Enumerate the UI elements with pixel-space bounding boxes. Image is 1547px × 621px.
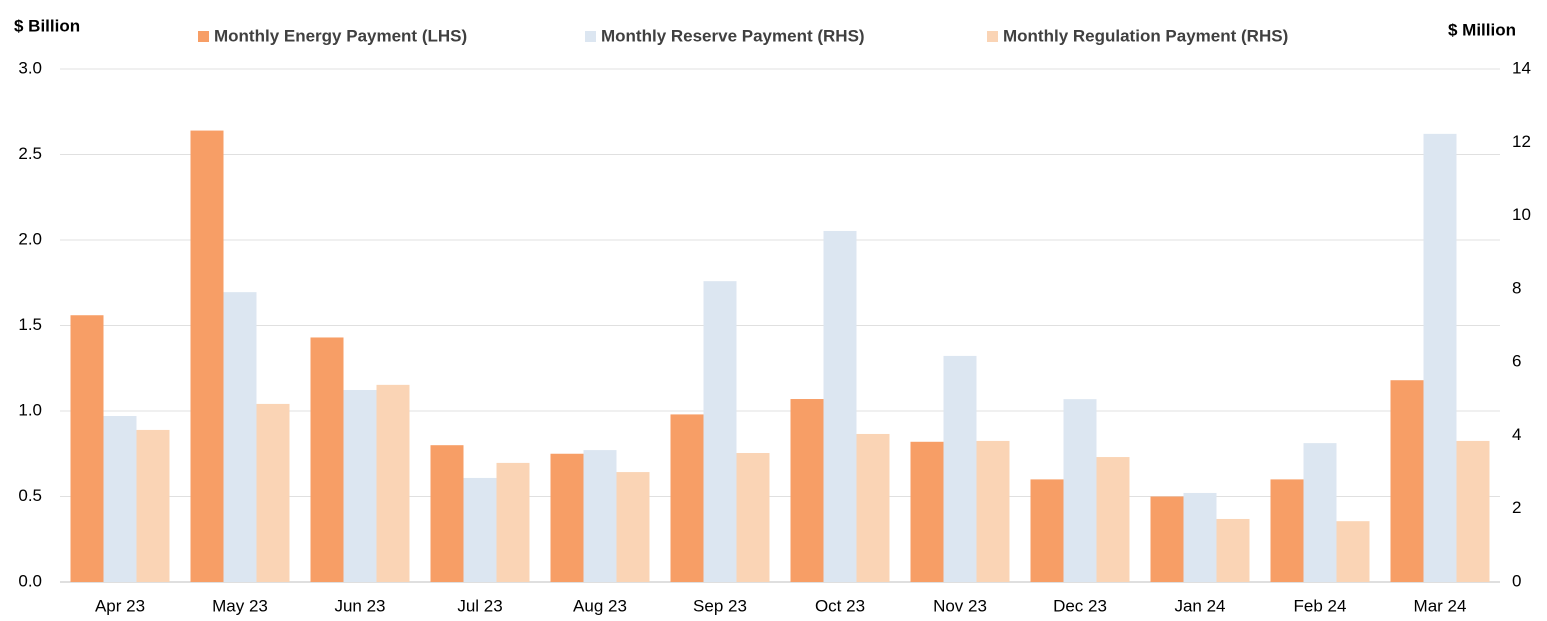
bar [1390,380,1424,582]
bar [976,440,1010,582]
x-tick-label: Oct 23 [815,596,865,615]
x-tick-label: Jul 23 [457,596,502,615]
bar [736,453,770,582]
x-tick-label: Nov 23 [933,596,987,615]
bar [583,450,617,582]
y2-tick-label: 2 [1512,498,1521,517]
bar [1456,440,1490,582]
bar [1270,479,1304,582]
legend-label: Monthly Energy Payment (LHS) [214,26,467,45]
bar [616,472,650,582]
x-tick-label: Sep 23 [693,596,747,615]
bar [310,337,344,582]
bar [823,230,857,582]
y2-tick-label: 4 [1512,425,1521,444]
bar [1423,133,1457,583]
legend-swatch [198,31,209,42]
bar [256,403,290,582]
bar [430,445,464,582]
bar [703,281,737,582]
y-tick-label: 1.5 [18,315,42,334]
bar [1150,496,1184,582]
x-tick-label: Mar 24 [1414,596,1467,615]
bar [463,477,497,582]
bar [136,429,170,582]
y2-tick-label: 0 [1512,571,1521,590]
bar [856,433,890,582]
x-tick-label: Jun 23 [334,596,385,615]
y2-tick-label: 10 [1512,205,1531,224]
bar [103,416,137,582]
bar [790,399,824,582]
bar [943,355,977,582]
bar [1030,479,1064,582]
x-tick-label: Apr 23 [95,596,145,615]
y-axis-title: $ Billion [14,16,80,35]
bar [376,384,410,582]
legend-label: Monthly Reserve Payment (RHS) [601,26,865,45]
bar [910,441,944,582]
y-tick-label: 2.0 [18,229,42,248]
legend-swatch [987,31,998,42]
bar [1183,492,1217,582]
bar [70,315,104,582]
bar [190,130,224,582]
bar [1216,518,1250,582]
bar [550,453,584,582]
y-tick-label: 0.0 [18,571,42,590]
bar [496,462,530,582]
y2-tick-label: 6 [1512,352,1521,371]
x-tick-label: Jan 24 [1174,596,1225,615]
y-tick-label: 2.5 [18,144,42,163]
bar [1336,521,1370,582]
y-tick-label: 1.0 [18,400,42,419]
bar [1303,443,1337,582]
y-tick-label: 0.5 [18,486,42,505]
legend-label: Monthly Regulation Payment (RHS) [1003,26,1288,45]
x-tick-label: May 23 [212,596,268,615]
bar [343,389,377,582]
y-tick-label: 3.0 [18,58,42,77]
bar [1096,457,1130,582]
bar [1063,399,1097,582]
y2-tick-label: 12 [1512,132,1531,151]
bar [670,414,704,582]
bar [223,292,257,582]
y2-tick-label: 14 [1512,58,1531,77]
x-tick-label: Aug 23 [573,596,627,615]
y2-tick-label: 8 [1512,278,1521,297]
x-tick-label: Feb 24 [1294,596,1347,615]
y2-axis-title: $ Million [1448,20,1516,39]
legend-swatch [585,31,596,42]
x-tick-label: Dec 23 [1053,596,1107,615]
